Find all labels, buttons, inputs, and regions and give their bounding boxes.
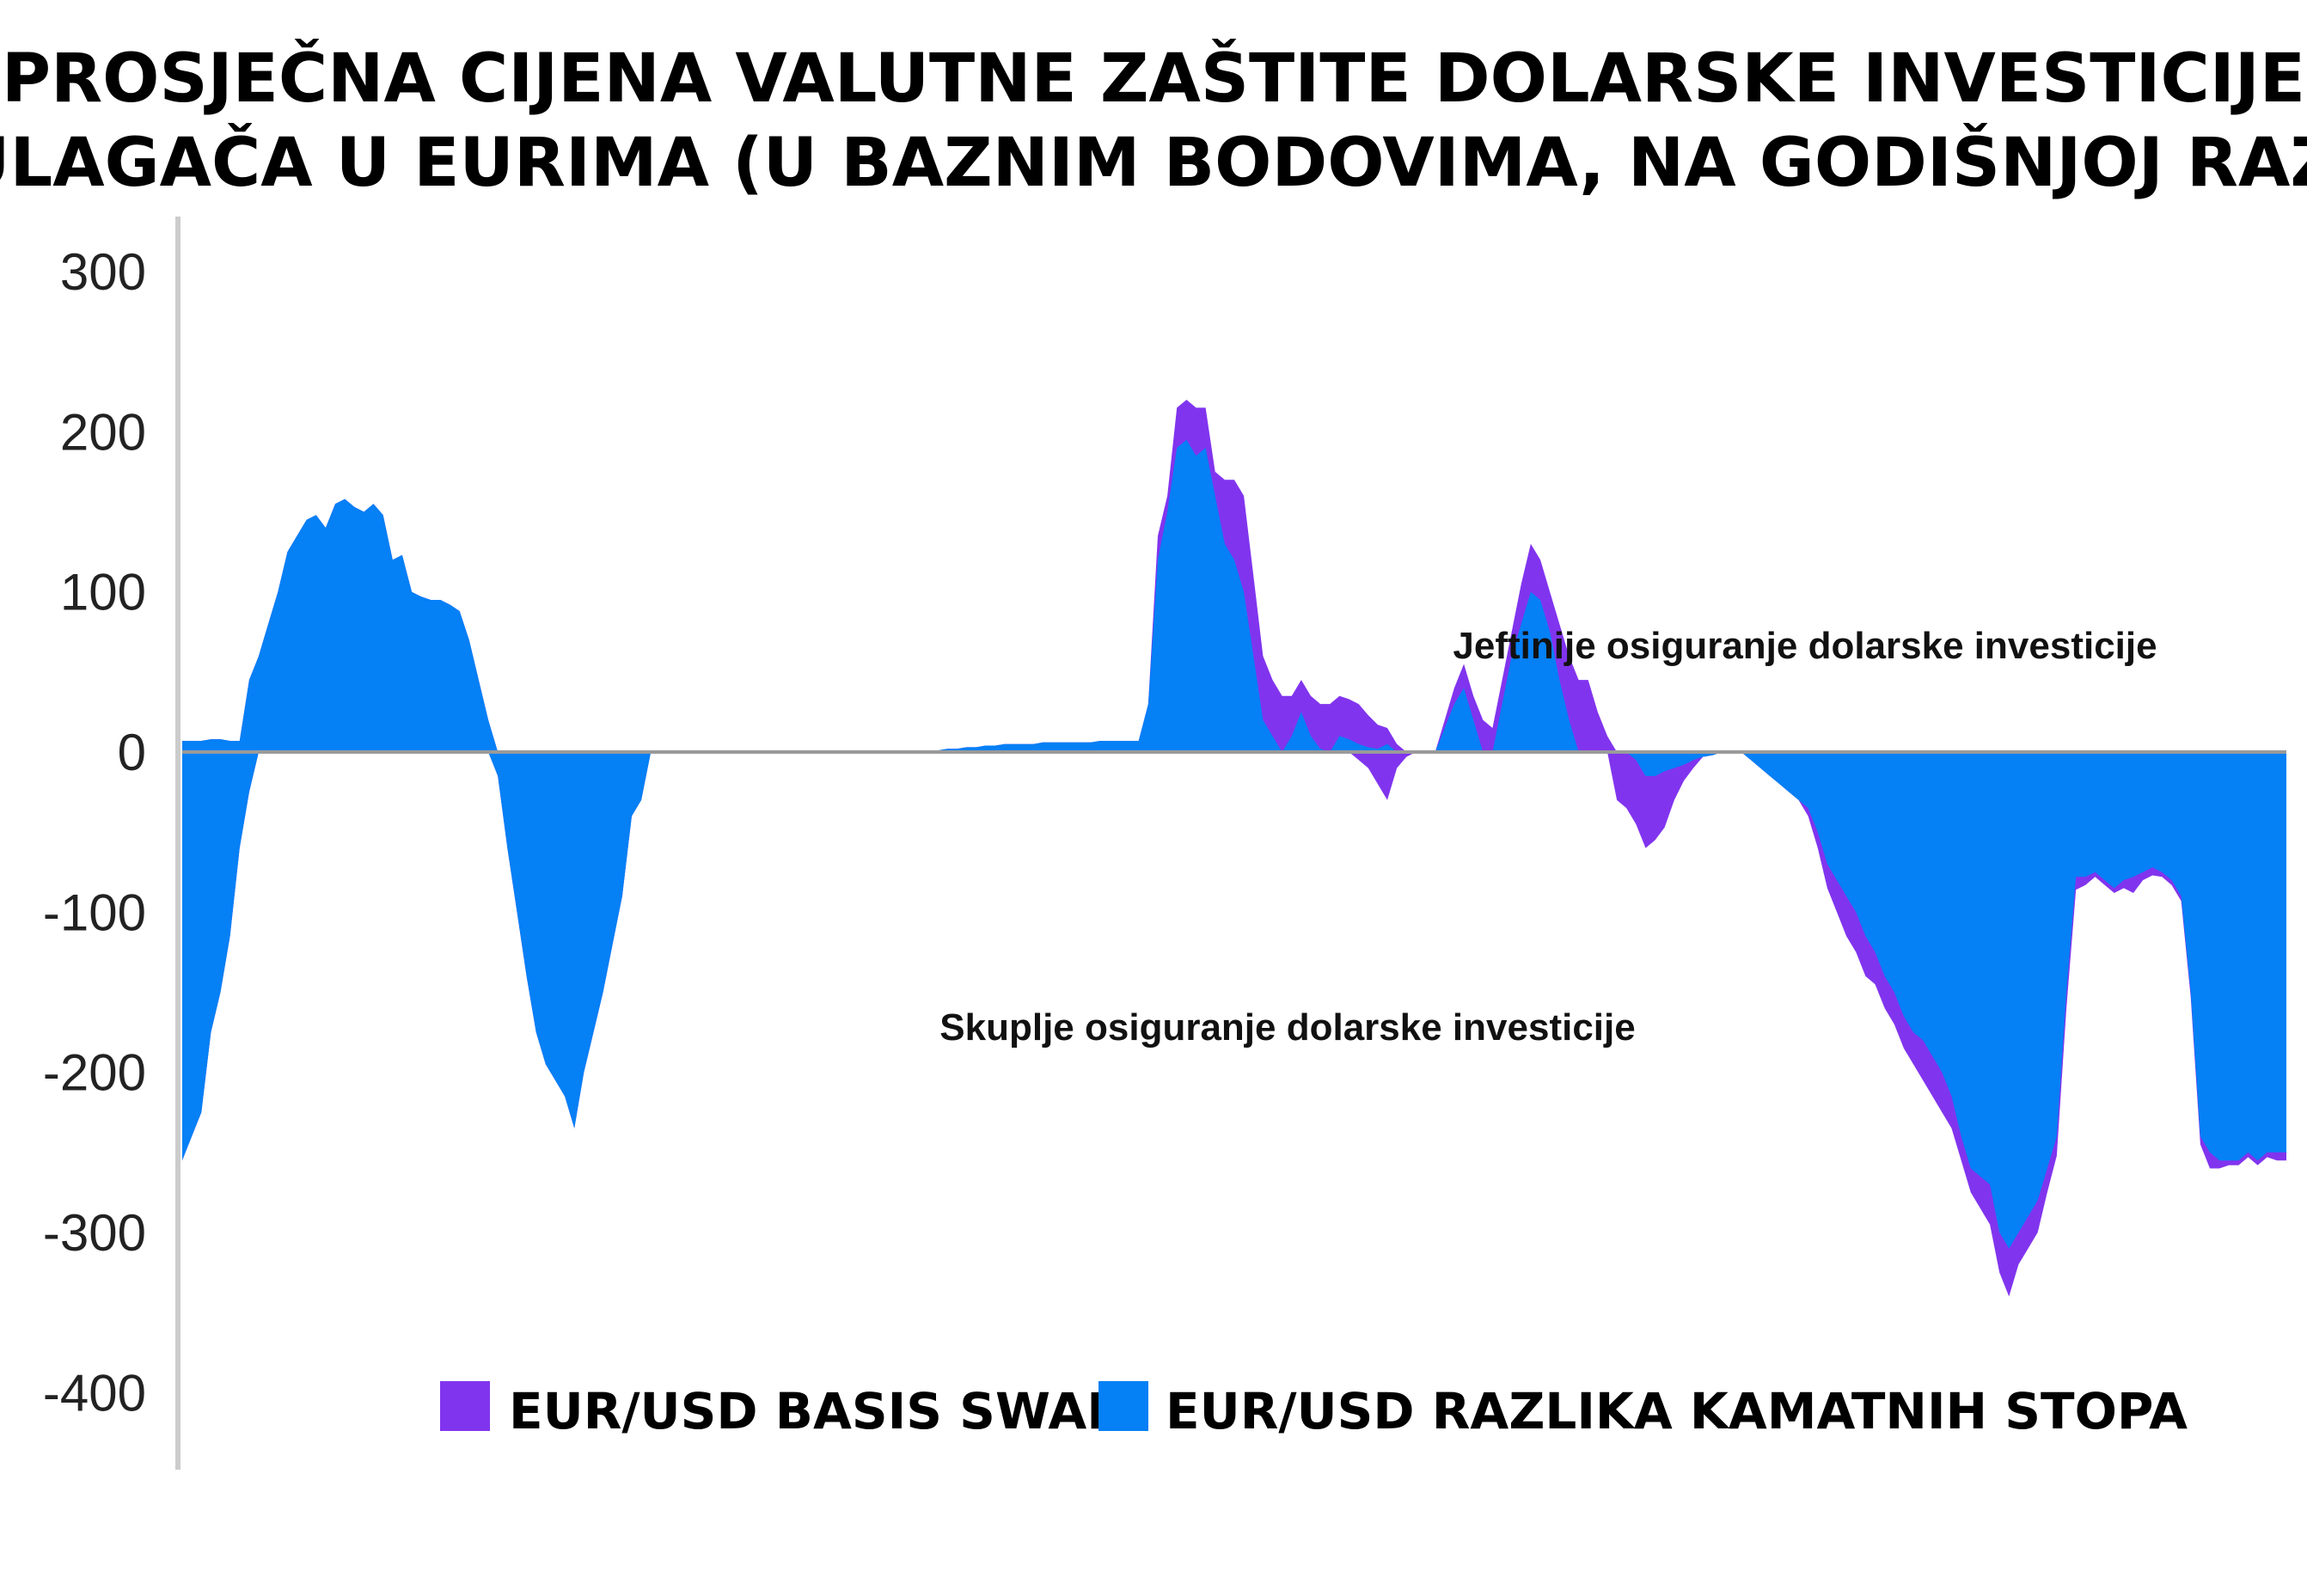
y-tick-label: -100 [43, 884, 146, 941]
legend-swatch-rate-diff [1098, 1381, 1148, 1431]
y-tick-label: -200 [43, 1044, 146, 1102]
chart-title-line-2: ZA ULAGAČA U EURIMA (U BAZNIM BODOVIMA, … [0, 123, 2307, 202]
y-tick-label: 100 [60, 564, 146, 621]
area-rate-diff-positive [182, 439, 2286, 752]
y-tick-label: -400 [43, 1364, 146, 1422]
annotation-negative: Skuplje osiguranje dolarske investicije [939, 1006, 1635, 1049]
area-series-group [182, 400, 2286, 1297]
legend-swatch-basis-swap [440, 1381, 490, 1431]
y-tick-label: 300 [60, 243, 146, 301]
y-tick-labels: 300 200 100 0 -100 -200 -300 -400 [43, 243, 146, 1422]
legend: EUR/USD BASIS SWAP EUR/USD RAZLIKA KAMAT… [440, 1381, 2188, 1440]
legend-label-rate-diff: EUR/USD RAZLIKA KAMATNIH STOPA [1166, 1382, 2188, 1440]
y-tick-label: -300 [43, 1204, 146, 1262]
y-tick-label: 200 [60, 403, 146, 461]
legend-label-basis-swap: EUR/USD BASIS SWAP [509, 1382, 1123, 1440]
area-rate-diff-negative [182, 752, 2286, 1249]
chart-title-line-1: PROSJEČNA CIJENA VALUTNE ZAŠTITE DOLARSK… [2, 39, 2305, 118]
annotation-positive: Jeftinije osiguranje dolarske investicij… [1453, 625, 2157, 667]
y-tick-label: 0 [118, 724, 146, 781]
